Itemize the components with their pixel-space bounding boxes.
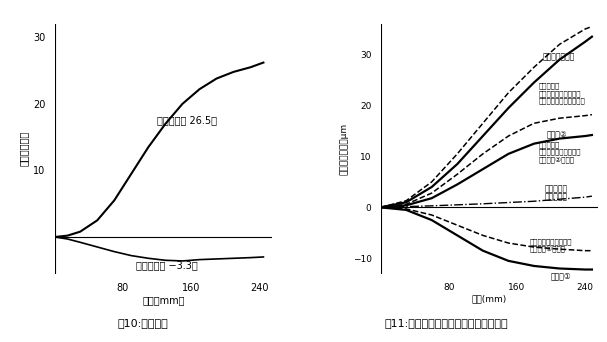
X-axis label: 位置（mm）: 位置（mm） (142, 295, 185, 305)
Text: リード精度: リード精度 (544, 192, 568, 201)
Text: ヨーイング
ピッチング誤差の影響
（レーザ②位置）: ヨーイング ピッチング誤差の影響 （レーザ②位置） (538, 141, 581, 163)
Text: ヨーイング 26.5秒: ヨーイング 26.5秒 (157, 116, 217, 126)
Y-axis label: 姿勢精度，秒: 姿勢精度，秒 (19, 131, 29, 167)
Text: ピッチング誤差の影響
（レーザ①位置）: ピッチング誤差の影響 （レーザ①位置） (530, 238, 572, 253)
Text: レーザ②: レーザ② (547, 130, 568, 139)
Text: 図10:姿勢精度: 図10:姿勢精度 (117, 318, 168, 328)
Text: ヨーイング
ピッチング誤差の影響
（リニアスケール位置）: ヨーイング ピッチング誤差の影響 （リニアスケール位置） (538, 82, 585, 104)
Text: ボールねじ: ボールねじ (544, 184, 568, 194)
Text: レーザ①: レーザ① (551, 271, 572, 280)
X-axis label: 位置(mm): 位置(mm) (472, 294, 507, 303)
Y-axis label: 位置決め精度，μm: 位置決め精度，μm (339, 123, 348, 175)
Text: リニアスケール: リニアスケール (543, 52, 575, 61)
Text: ピッチング −3.3秒: ピッチング −3.3秒 (135, 260, 197, 270)
Text: 図11:位置決め精度への姿勢精度の影響: 図11:位置決め精度への姿勢精度の影響 (384, 318, 508, 328)
